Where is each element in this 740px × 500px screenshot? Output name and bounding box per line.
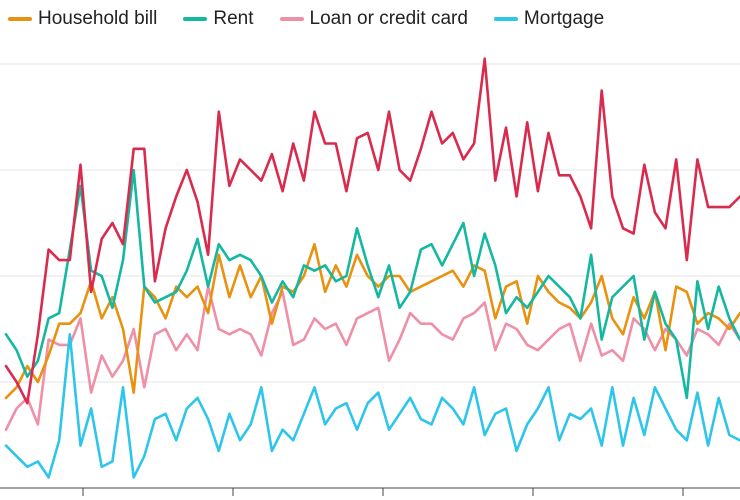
series-lines xyxy=(4,57,740,479)
legend-label-mortgage: Mortgage xyxy=(523,8,605,29)
legend-swatch-mortgage xyxy=(493,17,518,21)
legend-swatch-household-bill xyxy=(8,17,32,21)
series-line-unlabeled xyxy=(4,57,740,405)
legend-item-household-bill[interactable]: Household bill xyxy=(8,8,157,30)
legend-item-rent[interactable]: Rent xyxy=(183,8,254,30)
legend-item-mortgage[interactable]: Mortgage xyxy=(493,8,605,30)
series-line-mortgage xyxy=(4,332,740,479)
legend-swatch-rent xyxy=(183,17,208,21)
legend: Household bill Rent Loan or credit card … xyxy=(8,8,630,30)
series-line-household-bill xyxy=(4,242,740,400)
series-line-rent xyxy=(4,168,740,400)
legend-label-household-bill: Household bill xyxy=(38,8,158,29)
legend-label-loan-or-credit-card: Loan or credit card xyxy=(309,8,468,29)
legend-item-loan-or-credit-card[interactable]: Loan or credit card xyxy=(279,8,468,30)
series-line-loan-or-credit-card xyxy=(4,285,740,432)
legend-swatch-loan-or-credit-card xyxy=(279,17,304,21)
legend-label-rent: Rent xyxy=(213,8,254,29)
x-axis xyxy=(0,487,740,496)
gridlines xyxy=(0,63,740,383)
